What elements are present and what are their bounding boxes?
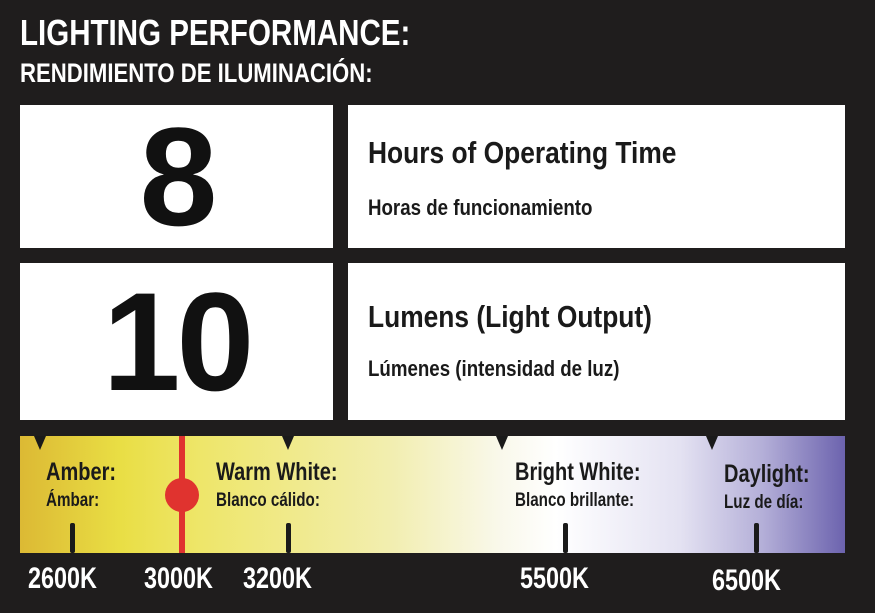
- bright-white-label: Bright White:: [515, 458, 641, 486]
- hours-value: 8: [139, 98, 218, 255]
- amber-label: Amber:: [46, 458, 117, 486]
- daylight-pointer: [706, 436, 718, 450]
- title: LIGHTING PERFORMANCE:: [20, 12, 411, 53]
- tick-label-3000k: 3000K: [144, 562, 213, 595]
- hours-label-box: Hours of Operating Time Horas de funcion…: [348, 105, 845, 248]
- tick-6500k: [754, 523, 759, 553]
- tick-label-6500k: 6500K: [712, 564, 781, 597]
- amber-pointer: [34, 436, 46, 450]
- daylight-label: Daylight:: [724, 460, 810, 488]
- tick-2600k: [70, 523, 75, 553]
- hours-label-es: Horas de funcionamiento: [368, 195, 593, 220]
- bright-white-label-es: Blanco brillante:: [515, 490, 635, 511]
- tick-5500k: [563, 523, 568, 553]
- hours-value-box: 8: [20, 105, 333, 248]
- daylight-label-es: Luz de día:: [724, 492, 804, 513]
- warm-white-label: Warm White:: [216, 458, 338, 486]
- tick-label-5500k: 5500K: [520, 562, 589, 595]
- lumens-value-box: 10: [20, 263, 333, 420]
- amber-label-es: Ámbar:: [46, 490, 100, 511]
- warm-white-pointer: [282, 436, 294, 450]
- color-temperature-spectrum: Amber: Ámbar: Warm White: Blanco cálido:…: [20, 436, 845, 553]
- tick-3200k: [286, 523, 291, 553]
- tick-label-2600k: 2600K: [28, 562, 97, 595]
- subtitle: RENDIMIENTO DE ILUMINACIÓN:: [20, 58, 373, 88]
- hours-label: Hours of Operating Time: [368, 135, 677, 170]
- lumens-label: Lumens (Light Output): [368, 299, 652, 334]
- warm-white-label-es: Blanco cálido:: [216, 490, 320, 511]
- lumens-label-es: Lúmenes (intensidad de luz): [368, 356, 620, 381]
- lumens-label-box: Lumens (Light Output) Lúmenes (intensida…: [348, 263, 845, 420]
- selected-temperature-marker: [165, 478, 199, 512]
- bright-white-pointer: [496, 436, 508, 450]
- lumens-value: 10: [102, 263, 255, 420]
- tick-label-3200k: 3200K: [243, 562, 312, 595]
